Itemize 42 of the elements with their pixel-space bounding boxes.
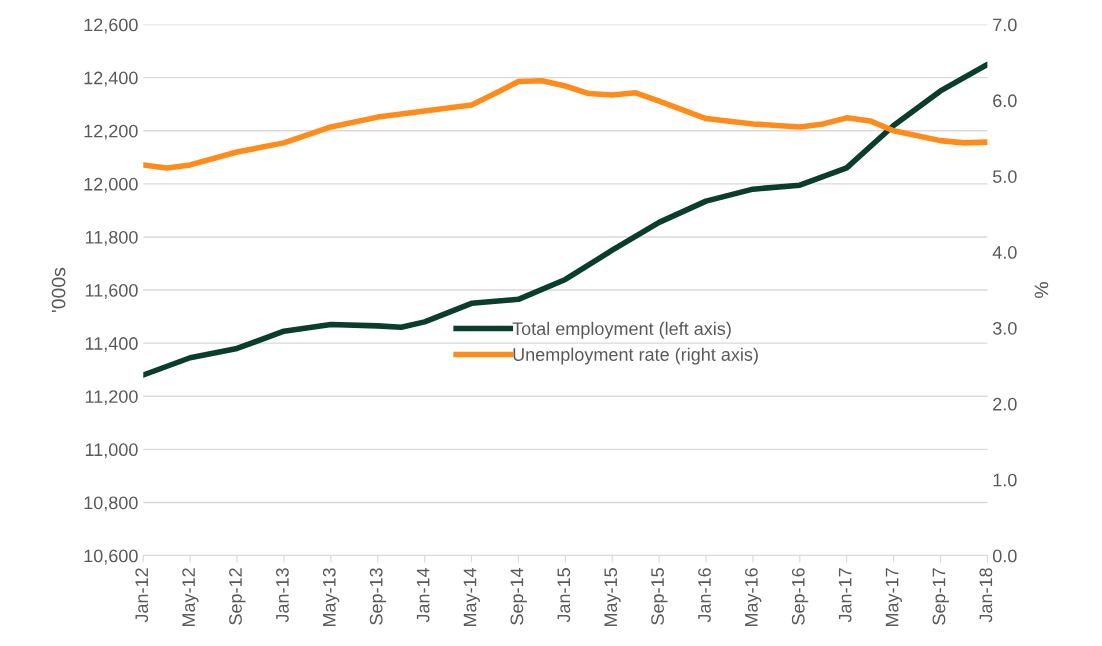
x-tick-label: Jan-14 — [416, 567, 430, 623]
y2-tick-label: 1.0 — [993, 473, 1017, 487]
x-tick-label: Jan-12 — [135, 568, 149, 623]
y2-tick-label: 5.0 — [992, 170, 1017, 183]
x-tick-label: Jan-13 — [276, 568, 289, 623]
x-tick-label: Sep-16 — [791, 568, 809, 625]
y-tick-label: 10,600 — [84, 549, 138, 565]
y-tick-label: 10,800 — [84, 496, 138, 512]
x-tick-label: Jan-17 — [838, 568, 852, 623]
y-tick-label: 11,200 — [85, 390, 138, 406]
x-tick-label: Sep-17 — [932, 568, 949, 625]
y-axis-title: '000s — [51, 267, 66, 312]
y-tick-label: 12,200 — [84, 124, 138, 140]
y-tick-label: 12,000 — [84, 177, 138, 193]
x-tick-label: May-16 — [744, 568, 762, 627]
x-tick-label: Sep-12 — [229, 568, 246, 625]
y-tick-label: 12,600 — [84, 18, 138, 34]
x-tick-label: Sep-15 — [651, 568, 668, 625]
y-tick-label: 12,400 — [84, 71, 138, 87]
x-tick-label: Sep-13 — [369, 568, 387, 625]
y2-tick-label: 2.0 — [993, 397, 1017, 411]
y2-tick-label: 4.0 — [992, 246, 1017, 259]
legend-label: Unemployment rate (right axis) — [513, 347, 758, 365]
y-tick-label: 11,400 — [85, 337, 138, 353]
x-tick-label: Jan-16 — [698, 568, 711, 623]
y2-tick-label: 6.0 — [993, 94, 1017, 108]
x-tick-label: May-17 — [885, 568, 903, 627]
x-tick-label: Sep-14 — [510, 567, 527, 625]
x-tick-label: Jan-18 — [979, 568, 993, 623]
x-tick-label: May-14 — [463, 567, 480, 627]
x-tick-label: May-15 — [604, 568, 621, 627]
legend-label: Total employment (left axis) — [512, 321, 731, 339]
y2-tick-label: 0.0 — [992, 549, 1017, 563]
x-tick-label: May-12 — [182, 568, 199, 627]
x-tick-label: May-13 — [322, 568, 340, 627]
y2-tick-label: 7.0 — [993, 18, 1017, 32]
y-tick-label: 11,000 — [85, 443, 138, 459]
y2-tick-label: 3.0 — [992, 321, 1017, 335]
y-tick-label: 11,600 — [85, 283, 138, 299]
y2-axis-title: % — [1034, 282, 1049, 299]
y-tick-label: 11,800 — [85, 230, 138, 246]
x-tick-label: Jan-15 — [557, 568, 571, 623]
